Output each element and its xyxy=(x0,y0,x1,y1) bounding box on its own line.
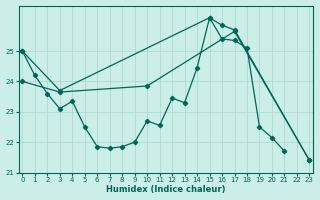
X-axis label: Humidex (Indice chaleur): Humidex (Indice chaleur) xyxy=(106,185,226,194)
